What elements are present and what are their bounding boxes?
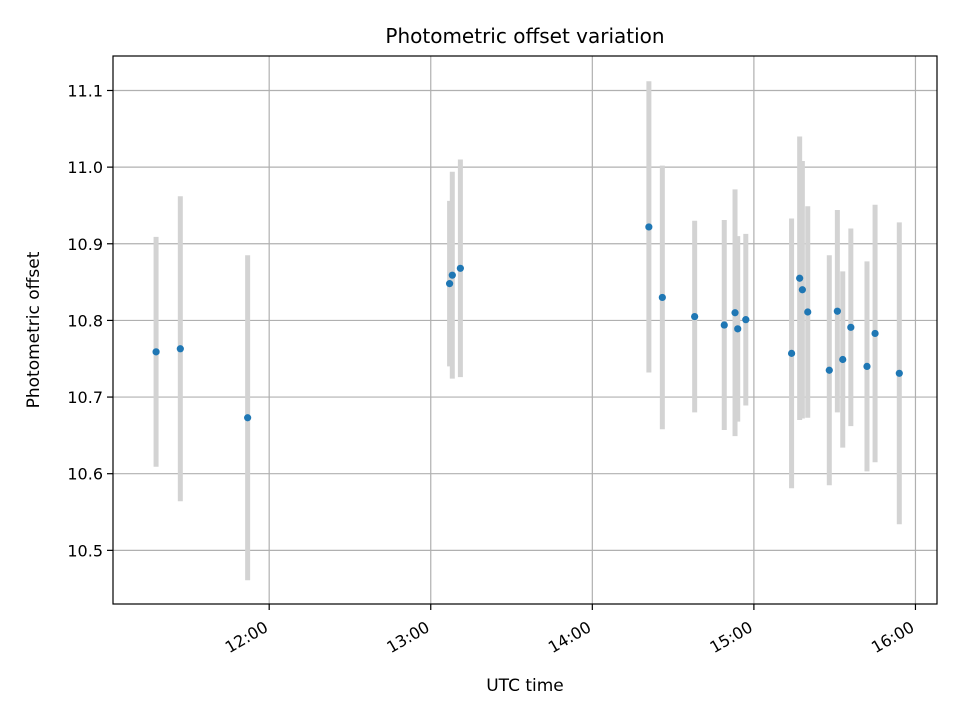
x-axis: 12:00 13:00 14:00 15:00 16:00 [222,604,917,657]
data-point [731,309,739,317]
x-tick-label: 12:00 [222,617,271,657]
x-tick-label: 13:00 [383,617,432,657]
data-point [720,321,728,329]
y-tick-label: 10.6 [67,465,103,484]
data-point [645,223,653,231]
data-point [839,355,847,364]
data-point [742,316,750,324]
error-bars [153,81,902,581]
data-point [152,348,160,356]
data-point [796,274,804,282]
y-tick-label: 10.5 [67,541,103,560]
x-tick-label: 15:00 [706,617,755,657]
data-point [847,323,855,331]
data-point [446,280,454,288]
y-tick-label: 10.9 [67,235,103,254]
data-point [798,286,806,294]
y-axis: 10.5 10.6 10.7 10.8 10.9 11.0 11.1 [67,81,113,560]
y-tick-label: 11.1 [67,81,103,100]
data-point [833,307,841,315]
data-point [176,345,184,353]
data-points [152,223,903,422]
plot-frame [112,55,938,605]
data-point [804,308,812,316]
data-point [734,325,742,333]
data-point [456,264,464,272]
x-tick-label: 14:00 [545,617,594,657]
chart-title: Photometric offset variation [385,24,664,48]
data-point [448,271,456,279]
y-axis-title: Photometric offset [24,251,44,408]
data-point [871,329,879,338]
data-point [825,366,833,374]
data-point [691,312,699,321]
y-tick-label: 11.0 [67,158,103,177]
grid [113,56,937,604]
y-tick-label: 10.8 [67,311,103,330]
x-tick-label: 16:00 [868,617,917,657]
data-point [863,362,871,371]
data-point [895,369,903,377]
data-point [658,293,666,302]
data-point [244,414,252,422]
data-point [787,349,796,357]
x-axis-title: UTC time [486,676,564,696]
y-tick-label: 10.7 [67,388,103,407]
